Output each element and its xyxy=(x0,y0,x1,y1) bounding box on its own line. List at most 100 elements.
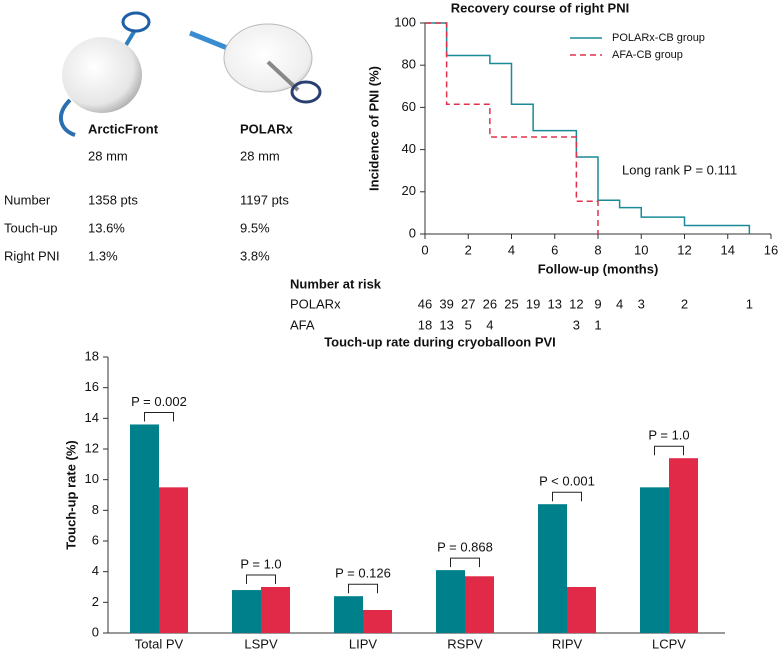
y-tick-label: 14 xyxy=(85,410,99,425)
risk-count: 39 xyxy=(439,296,453,311)
risk-row-name: POLARx xyxy=(290,296,341,311)
x-tick-label: 0 xyxy=(421,242,428,257)
risk-count: 1 xyxy=(746,296,753,311)
x-tick-label: RSPV xyxy=(447,636,483,651)
y-tick-label: 16 xyxy=(85,379,99,394)
x-tick-label: 12 xyxy=(677,242,691,257)
x-axis-label: Follow-up (months) xyxy=(538,261,659,276)
device-name: ArcticFront xyxy=(88,121,159,136)
y-tick-label: 8 xyxy=(92,502,99,517)
risk-title: Number at risk xyxy=(290,276,382,291)
p-value: P = 0.126 xyxy=(335,566,391,581)
km-curve xyxy=(425,22,599,234)
x-tick-label: LSPV xyxy=(244,636,278,651)
risk-count: 46 xyxy=(418,296,432,311)
x-tick-label: 14 xyxy=(721,242,735,257)
row-value: 1197 pts xyxy=(240,192,289,207)
p-bracket xyxy=(654,445,684,456)
bar xyxy=(567,587,596,633)
y-tick-label: 0 xyxy=(92,624,99,639)
bar xyxy=(130,424,159,633)
km-curve xyxy=(425,22,751,234)
device-size: 28 mm xyxy=(240,148,280,163)
p-bracket xyxy=(552,491,582,502)
y-tick-label: 100 xyxy=(394,14,416,29)
legend-label: AFA-CB group xyxy=(612,49,683,61)
device-size: 28 mm xyxy=(88,148,128,163)
bar xyxy=(640,487,669,633)
x-tick-label: 10 xyxy=(634,242,648,257)
bar xyxy=(232,590,261,633)
legend-label: POLARx-CB group xyxy=(612,32,705,44)
p-value: P = 0.002 xyxy=(131,394,187,409)
risk-count: 2 xyxy=(681,296,688,311)
row-value: 1.3% xyxy=(88,248,118,263)
bar xyxy=(334,596,363,633)
x-tick-label: 2 xyxy=(465,242,472,257)
bar xyxy=(436,570,465,633)
bar xyxy=(669,458,698,633)
x-tick-label: 8 xyxy=(594,242,601,257)
x-tick-label: RIPV xyxy=(552,636,583,651)
row-label: Right PNI xyxy=(4,248,60,263)
y-tick-label: 2 xyxy=(92,594,99,609)
x-tick-label: LIPV xyxy=(349,636,378,651)
bar xyxy=(465,576,494,633)
chart-title: Recovery course of right PNI xyxy=(451,0,629,15)
bar-axes xyxy=(107,357,725,634)
bar xyxy=(363,610,392,633)
chart-title: Touch-up rate during cryoballoon PVI xyxy=(324,334,556,349)
risk-row-name: AFA xyxy=(290,317,315,332)
y-tick-label: 6 xyxy=(92,532,99,547)
y-tick-label: 60 xyxy=(402,99,416,114)
y-axis-label: Incidence of PNI (%) xyxy=(366,66,381,191)
risk-count: 1 xyxy=(594,317,601,332)
risk-count: 27 xyxy=(461,296,475,311)
row-value: 3.8% xyxy=(240,248,270,263)
x-tick-label: 4 xyxy=(508,242,515,257)
arcticfront-device xyxy=(59,11,151,137)
p-bracket xyxy=(348,583,378,594)
y-tick-label: 10 xyxy=(85,471,99,486)
annotation: Long rank P = 0.111 xyxy=(622,162,737,177)
row-label: Number xyxy=(4,192,51,207)
risk-count: 25 xyxy=(504,296,518,311)
risk-count: 13 xyxy=(548,296,562,311)
y-tick-label: 0 xyxy=(409,225,416,240)
polarx-device xyxy=(189,23,322,104)
risk-count: 3 xyxy=(573,317,580,332)
p-value: P = 1.0 xyxy=(648,428,689,443)
row-value: 9.5% xyxy=(240,220,270,235)
p-value: P = 0.868 xyxy=(437,540,493,555)
p-bracket xyxy=(450,557,480,568)
p-value: P < 0.001 xyxy=(539,474,595,489)
row-value: 13.6% xyxy=(88,220,125,235)
risk-count: 9 xyxy=(594,296,601,311)
bar xyxy=(261,587,290,633)
risk-count: 19 xyxy=(526,296,540,311)
y-tick-label: 18 xyxy=(85,348,99,363)
device-name: POLARx xyxy=(240,121,294,136)
bar xyxy=(159,487,188,633)
y-axis-label: Touch-up rate (%) xyxy=(63,440,78,550)
risk-count: 4 xyxy=(486,317,493,332)
risk-count: 13 xyxy=(439,317,453,332)
y-tick-label: 4 xyxy=(92,563,99,578)
x-tick-label: LCPV xyxy=(652,636,686,651)
risk-count: 26 xyxy=(483,296,497,311)
p-bracket xyxy=(144,411,174,422)
row-value: 1358 pts xyxy=(88,192,138,207)
x-tick-label: 16 xyxy=(764,242,778,257)
y-tick-label: 20 xyxy=(402,183,416,198)
risk-count: 18 xyxy=(418,317,432,332)
bar xyxy=(538,504,567,633)
row-label: Touch-up xyxy=(4,220,57,235)
risk-count: 3 xyxy=(638,296,645,311)
y-tick-label: 80 xyxy=(402,57,416,72)
x-tick-label: Total PV xyxy=(135,636,184,651)
risk-count: 12 xyxy=(569,296,583,311)
p-value: P = 1.0 xyxy=(240,556,281,571)
x-tick-label: 6 xyxy=(551,242,558,257)
y-tick-label: 12 xyxy=(85,440,99,455)
